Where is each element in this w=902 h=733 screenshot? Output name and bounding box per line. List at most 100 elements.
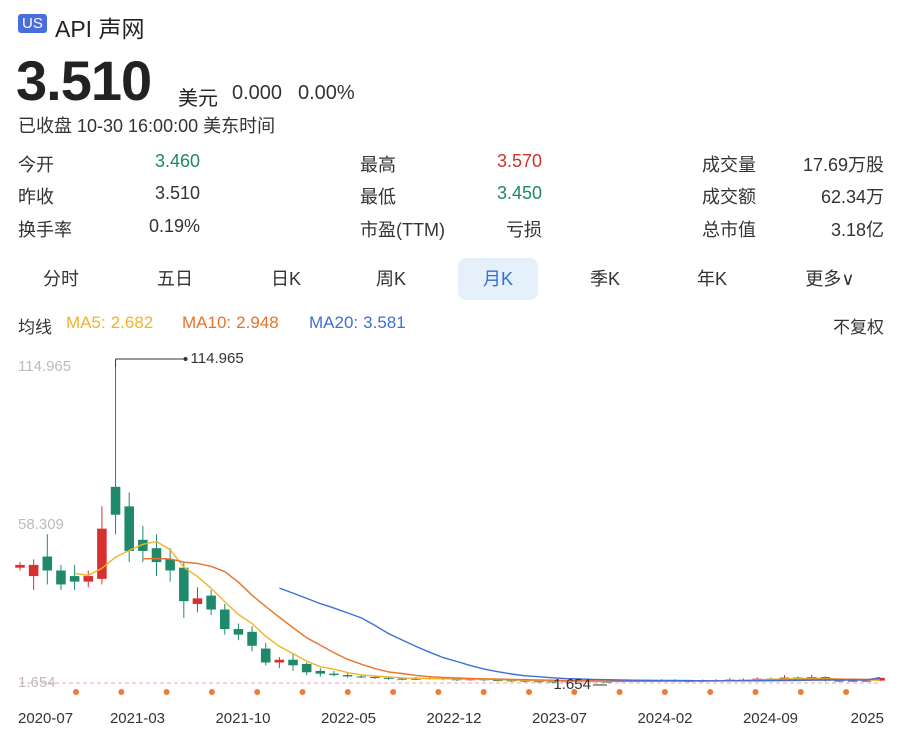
stat-value: 3.460 [154,151,200,171]
y-tick-label: 58.309 [18,516,64,533]
chart: 1.654 58.309 114.965 114.965 1.654 2020-07 202… [15,350,885,727]
x-tick-label: 2025 [851,710,884,727]
legend-name: MA10: [182,313,232,332]
stat-label: 最低 [360,187,396,207]
low-label: 1.654 [553,676,591,693]
stat-label: 昨收 [18,187,54,207]
candle-body [179,567,189,602]
candle-body [452,679,462,681]
candle-body [506,680,517,682]
event-dot [73,689,79,695]
change: 0.000 [232,82,283,104]
change-pct: 0.00% [298,82,355,104]
ma-line [74,540,881,683]
tab[interactable]: 月K [458,258,538,300]
stat-label: 市盈(TTM) [360,220,445,240]
x-tick-label: 2020-07 [18,710,73,727]
stat-label: 总市值 [702,220,756,240]
event-dot [435,689,442,695]
event-dot [390,689,397,695]
event-dot [480,689,487,695]
tab[interactable]: 更多∨ [805,269,855,289]
y-tick-label: 1.654 [18,674,56,691]
candle-body [861,680,872,682]
candle-body [28,564,39,577]
x-tick-label: 2024-09 [743,710,798,727]
stat-label: 最高 [360,155,396,175]
candle-body [493,680,503,682]
event-dot [661,689,668,695]
candle-body [56,570,66,585]
ma-line [279,587,881,682]
event-dot [571,689,578,695]
tab[interactable]: 年K [696,269,727,289]
event-dot [118,689,125,695]
event-dot [208,689,215,695]
candle-body [260,648,271,663]
legend-value: 2.948 [236,313,279,332]
candle-body [834,680,844,682]
adjust[interactable]: 不复权 [833,318,884,337]
ma-line [142,557,880,682]
candle-body [83,576,94,582]
candle-body [219,609,230,630]
y-tick-label: 114.965 [18,358,71,375]
high-dot [183,357,188,361]
tab[interactable]: 分时 [43,269,79,289]
stat-value: 17.69万股 [802,155,884,175]
legend-name: MA20: [309,313,359,332]
candle-body [329,673,339,676]
candle-body [206,595,216,610]
tab[interactable]: 五日 [157,269,193,289]
legend-value: 2.682 [110,313,154,332]
stat-value: 3.18亿 [830,220,884,240]
candle-body [69,576,80,582]
x-tick-label: 2022-05 [321,710,376,727]
candle-body [847,680,858,682]
candle-body [247,631,257,646]
candle-body [42,556,53,571]
tab[interactable]: 日K [270,269,301,289]
candle-body [547,681,558,683]
stat-label: 今开 [18,155,54,175]
candle-body [288,659,298,666]
candle-body [533,681,544,683]
stat-value: 3.450 [496,183,542,203]
stat-label: 成交额 [702,187,756,207]
legend-name: MA5: [66,313,106,332]
currency: 美元 [178,88,218,110]
event-dot [344,689,351,695]
event-dot [752,689,759,695]
stat-value: 62.34万 [820,187,884,207]
stat-label: 成交量 [702,155,756,175]
stat-label: 换手率 [18,220,72,240]
stat-value: 亏损 [506,220,542,240]
candle-body [97,528,107,579]
high-label: 114.965 [191,350,244,367]
event-dot [707,689,714,695]
market-badge: US [18,14,47,33]
stock-name: API 声网 [55,16,145,42]
tab[interactable]: 季K [589,269,620,289]
candle-body [342,675,353,677]
x-tick-label: 2021-03 [110,710,165,727]
tab[interactable]: 周K [375,269,406,289]
candle-body [233,629,244,635]
candle-body [301,663,312,673]
candle-body [397,678,407,680]
candle-body [465,679,476,681]
stat-value: 3.570 [496,151,542,171]
event-dot [526,689,532,695]
x-tick-label: 2024-02 [637,710,692,727]
event-dot [163,689,170,695]
candle-body [165,559,175,571]
candle-body [383,677,394,679]
event-dot [843,689,850,695]
stat-value: 0.19% [148,216,200,236]
candle-body [192,598,203,604]
candle-body [274,659,285,663]
event-dot [254,689,261,695]
ma-title: 均线 [18,318,52,337]
x-tick-label: 2023-07 [532,710,587,727]
